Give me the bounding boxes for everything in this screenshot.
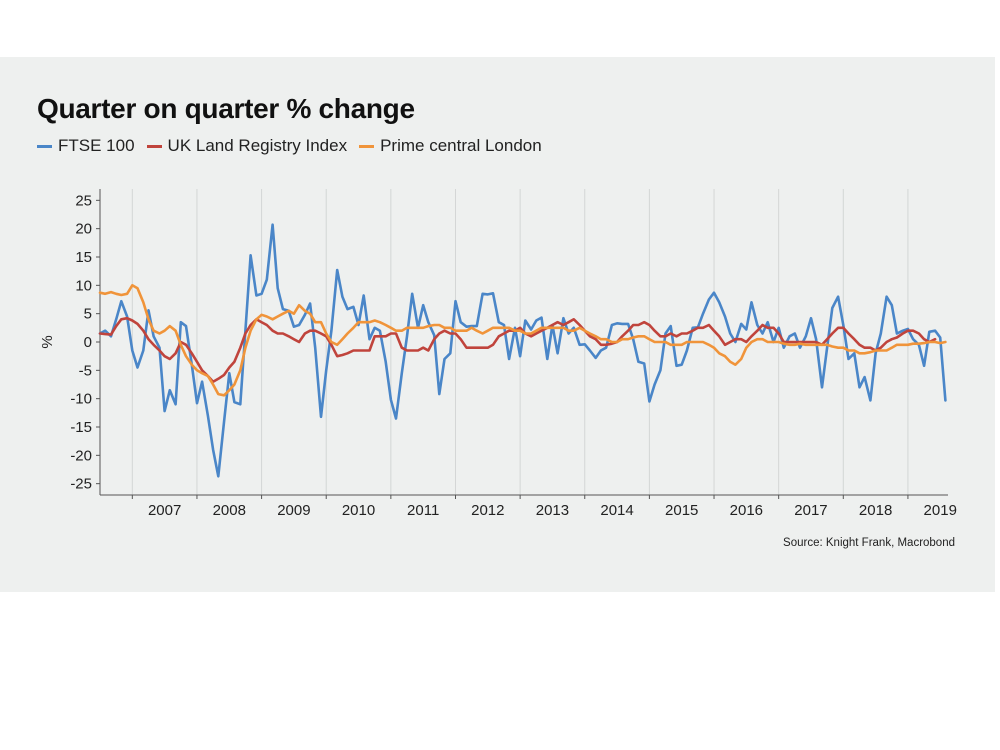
x-tick-label: 2011 (407, 502, 439, 519)
chart-title: Quarter on quarter % change (37, 93, 415, 124)
legend-swatch-land-registry (146, 144, 162, 148)
y-tick-label: -20 (70, 447, 92, 464)
x-tick-label: 2007 (148, 502, 181, 519)
y-tick-label: 20 (75, 221, 92, 238)
y-tick-label: 15 (75, 249, 92, 266)
y-tick-label: 10 (75, 277, 92, 294)
series-ftse-100-line (98, 223, 947, 478)
x-tick-label: 2014 (600, 502, 633, 519)
x-tick-label: 2018 (859, 502, 892, 519)
x-tick-label: 2016 (730, 502, 763, 519)
source-note: Source: Knight Frank, Macrobond (783, 537, 955, 549)
x-tick-label: 2013 (536, 502, 569, 519)
legend-label-land-registry: UK Land Registry Index (167, 136, 348, 155)
series-land-registry-line (98, 316, 937, 384)
x-tick-label: 2010 (342, 502, 375, 519)
y-tick-label: -15 (70, 419, 92, 436)
legend-item-land-registry: UK Land Registry Index (146, 136, 348, 156)
y-axis-label: % (39, 335, 56, 348)
chart-panel: Quarter on quarter % change FTSE 100 UK … (0, 57, 995, 592)
x-tick-label: 2015 (665, 502, 698, 519)
x-tick-label: 2012 (471, 502, 504, 519)
legend-swatch-ftse (37, 144, 52, 148)
x-tick-label: 2009 (277, 502, 310, 519)
chart-legend: FTSE 100 UK Land Registry Index Prime ce… (37, 136, 554, 156)
series-prime-london-line (98, 284, 947, 397)
y-tick-label: -5 (79, 362, 92, 379)
y-tick-label: 25 (75, 192, 92, 209)
x-tick-label: 2008 (213, 502, 246, 519)
y-tick-label: 0 (84, 334, 92, 351)
x-tick-label: 2019 (924, 502, 957, 519)
legend-swatch-prime-london (359, 144, 375, 148)
x-tick-label: 2017 (794, 502, 827, 519)
legend-item-ftse: FTSE 100 (37, 136, 135, 156)
legend-label-prime-london: Prime central London (380, 136, 542, 155)
y-tick-label: -10 (70, 391, 92, 408)
y-tick-label: 5 (84, 306, 92, 323)
legend-label-ftse: FTSE 100 (58, 136, 135, 155)
y-tick-label: -25 (70, 476, 92, 493)
legend-item-prime-london: Prime central London (359, 136, 542, 156)
